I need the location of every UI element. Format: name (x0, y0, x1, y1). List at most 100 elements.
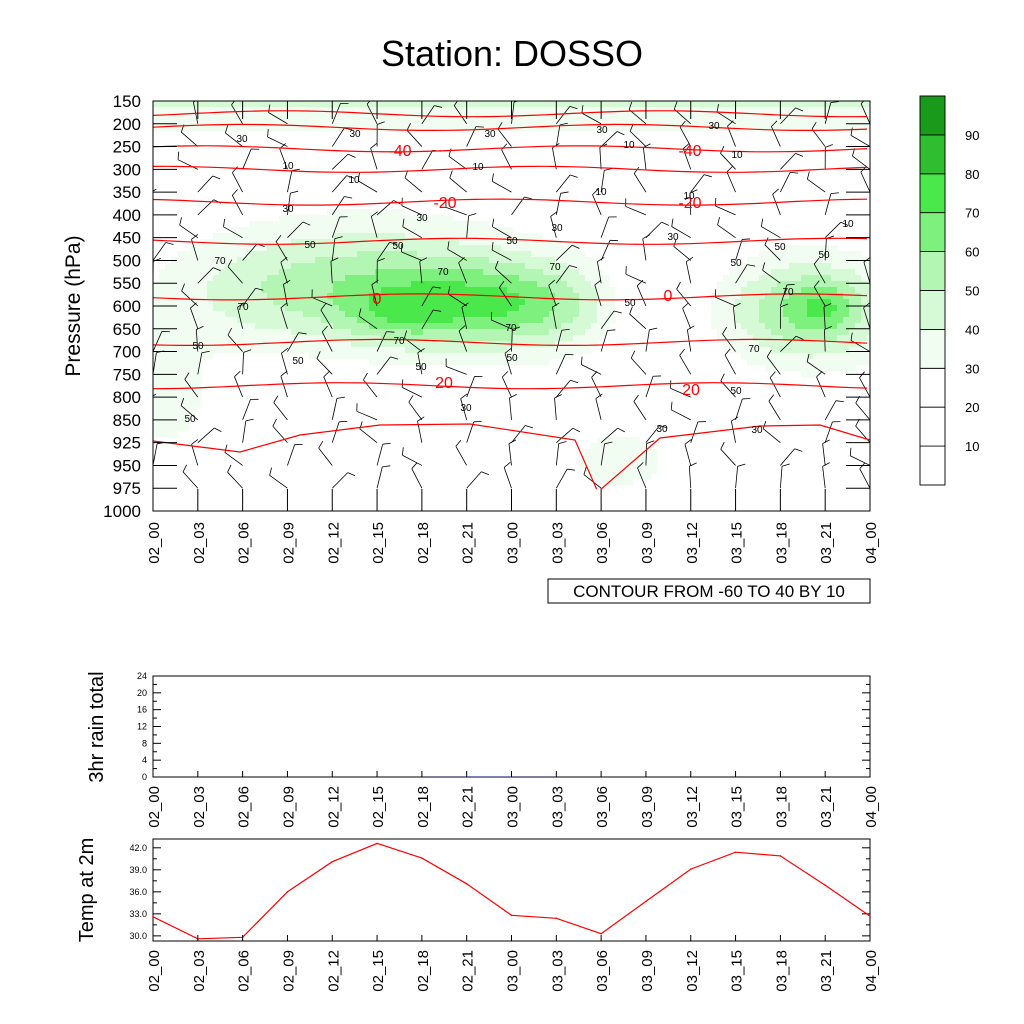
rh-cell (273, 299, 280, 306)
rh-cell (165, 323, 172, 330)
rh-cell (729, 293, 736, 300)
rh-cell (321, 263, 328, 270)
rh-cell (501, 323, 508, 330)
rh-cell (477, 221, 484, 228)
rh-cell (471, 101, 478, 108)
rh-cell (801, 317, 808, 324)
rh-cell (393, 119, 400, 126)
wind-barb-staff (511, 425, 526, 443)
rh-cell (447, 335, 454, 342)
wind-barb-flag (179, 217, 182, 226)
rh-cell (741, 119, 748, 126)
rh-cell (357, 329, 364, 336)
rh-cell (225, 233, 232, 240)
wind-barb-flag (453, 101, 458, 106)
rh-cell (717, 119, 724, 126)
wind-barb-flag (560, 191, 569, 194)
rh-cell (177, 335, 184, 342)
wind-barb-staff (762, 269, 781, 284)
rh-cell (225, 299, 232, 306)
rh-cell (519, 305, 526, 312)
rh-cell (531, 251, 538, 258)
rh-cell (225, 293, 232, 300)
rh-cell (579, 101, 586, 108)
rh-cell (303, 227, 310, 234)
rh-cell (531, 353, 538, 360)
rh-cell (513, 257, 520, 264)
wind-barb-staff (497, 128, 512, 147)
rh-cell (441, 341, 448, 348)
rh-cell (573, 335, 580, 342)
wind-barb-flag (850, 332, 853, 341)
wind-barb-staff (195, 329, 199, 352)
rh-cell (645, 461, 652, 468)
rh-cell (357, 251, 364, 258)
wind-barb-staff (446, 366, 467, 375)
rh-cell (861, 359, 868, 366)
rh-cell (267, 101, 274, 108)
wind-barb-staff (331, 153, 349, 170)
rh-cell (465, 101, 472, 108)
rh-cell (321, 311, 328, 318)
rh-cell (477, 101, 484, 108)
rh-cell (729, 119, 736, 126)
wind-barb-staff (690, 174, 705, 193)
rh-cell (633, 449, 640, 456)
rh-cell (651, 455, 658, 462)
rh-cell (405, 251, 412, 258)
rh-cell (519, 311, 526, 318)
rh-cell (795, 353, 802, 360)
time-tick-label: 03_15 (729, 522, 746, 564)
rh-cell (255, 293, 262, 300)
rh-cell (549, 245, 556, 252)
wind-barb-flag (863, 302, 870, 309)
rh-cell (399, 257, 406, 264)
rh-cell (597, 449, 604, 456)
rh-cell (309, 125, 316, 132)
rh-cell (459, 221, 466, 228)
rh-cell (177, 329, 184, 336)
rh-cell (483, 281, 490, 288)
time-tick-label: 03_12 (684, 522, 701, 564)
rh-cell (225, 329, 232, 336)
rh-cell (531, 287, 538, 294)
rh-cell (291, 215, 298, 222)
rh-cell (351, 305, 358, 312)
rh-cell (393, 317, 400, 324)
rh-cell (651, 461, 658, 468)
rh-cell (465, 329, 472, 336)
rh-contour-label: 50 (304, 240, 316, 251)
rh-cell (219, 233, 226, 240)
rh-cell (777, 293, 784, 300)
wind-barb-staff (287, 221, 304, 238)
rh-cell (807, 317, 814, 324)
rh-cell (333, 329, 340, 336)
rh-cell (741, 341, 748, 348)
rh-cell (801, 335, 808, 342)
rh-cell (543, 119, 550, 126)
rh-cell (243, 101, 250, 108)
rh-cell (537, 263, 544, 270)
rh-cell (825, 287, 832, 294)
wind-barb-staff (445, 206, 467, 216)
rh-cell (369, 341, 376, 348)
rh-cell (843, 347, 850, 354)
rh-cell (393, 293, 400, 300)
rh-cell (573, 113, 580, 120)
rh-cell (273, 119, 280, 126)
rh-cell (189, 407, 196, 414)
rh-cell (351, 287, 358, 294)
rh-cell (327, 209, 334, 216)
rh-cell (153, 119, 160, 126)
rh-cell (501, 101, 508, 108)
rh-cell (219, 245, 226, 252)
rh-cell (381, 317, 388, 324)
rh-cell (471, 311, 478, 318)
rh-cell (153, 107, 160, 114)
rh-cell (369, 107, 376, 114)
rh-cell (477, 311, 484, 318)
rh-contour-label: 30 (349, 129, 361, 140)
rh-cell (333, 215, 340, 222)
rh-cell (279, 305, 286, 312)
wind-barb-staff (376, 356, 391, 375)
